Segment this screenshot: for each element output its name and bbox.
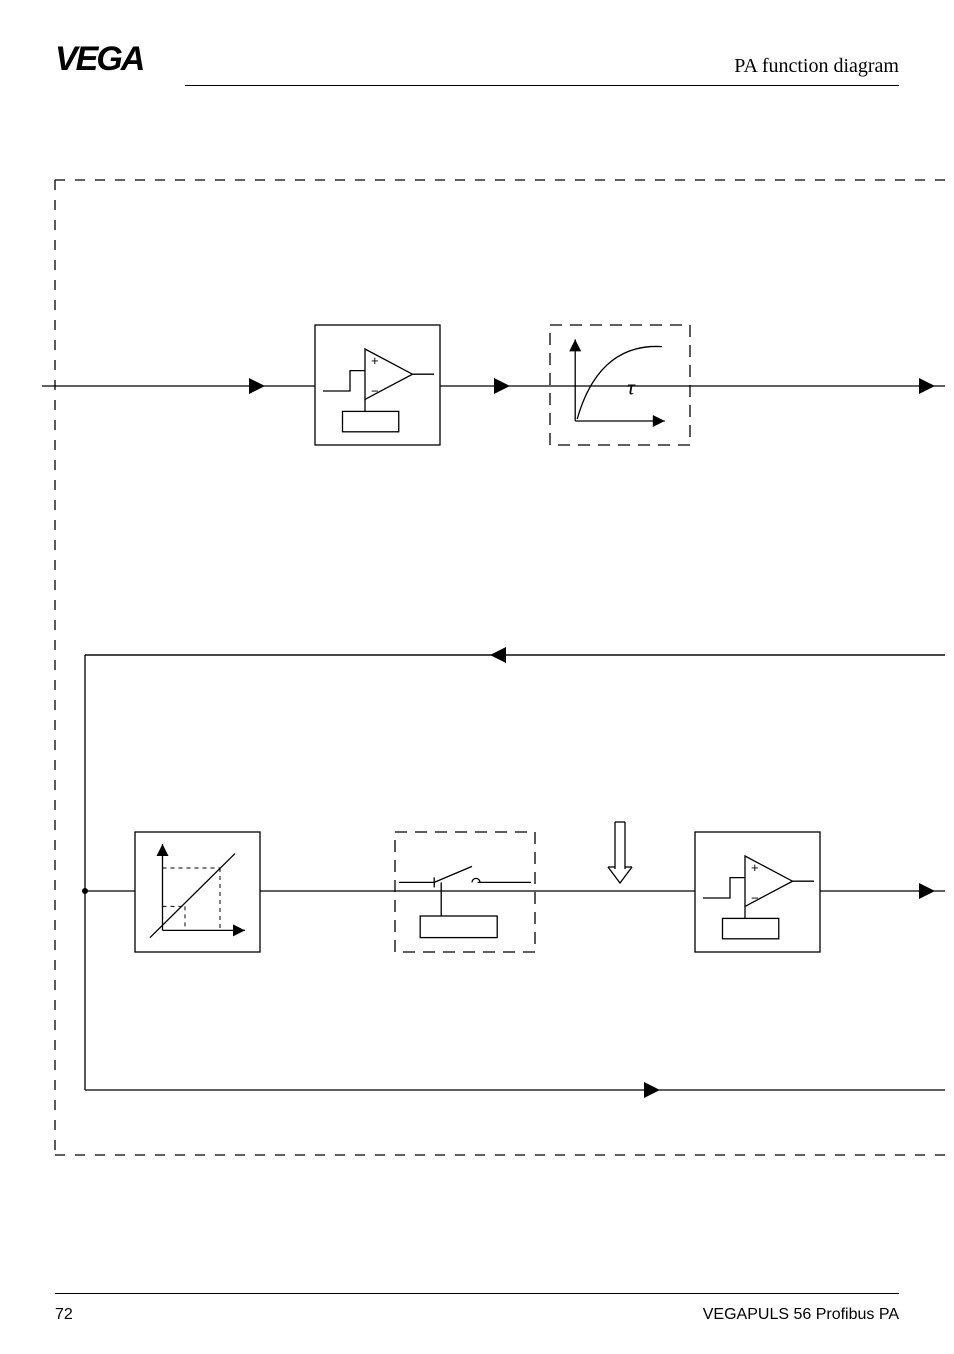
block-filter_tau: τ bbox=[550, 325, 690, 445]
block-switch bbox=[395, 832, 535, 952]
block-comparator_top: +− bbox=[315, 325, 440, 445]
function-diagram: +−τ+− bbox=[0, 0, 954, 1354]
svg-text:τ: τ bbox=[627, 375, 636, 400]
svg-text:+: + bbox=[751, 860, 759, 875]
page: VEGA PA function diagram +−τ+− 72 VEGAPU… bbox=[0, 0, 954, 1354]
svg-text:+: + bbox=[371, 353, 379, 368]
block-scaling bbox=[135, 832, 260, 952]
doc-title: VEGAPULS 56 Profibus PA bbox=[703, 1306, 899, 1324]
footer-rule bbox=[55, 1293, 899, 1294]
block-down_arrow_block bbox=[608, 822, 632, 883]
page-number: 72 bbox=[55, 1306, 73, 1324]
block-comparator_bottom: +− bbox=[695, 832, 820, 952]
svg-text:−: − bbox=[371, 383, 379, 398]
svg-text:−: − bbox=[751, 890, 759, 905]
